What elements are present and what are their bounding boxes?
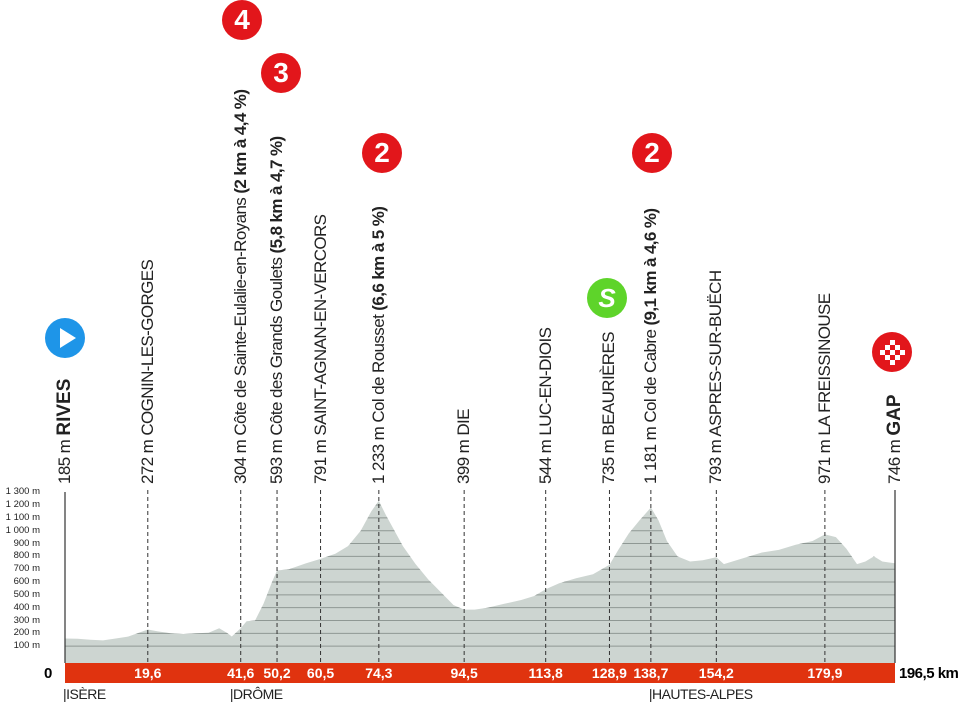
- altitude: 746 m: [885, 439, 904, 484]
- location-label: 746 m GAP: [884, 394, 905, 484]
- location-name: Côte des Grands Goulets: [267, 257, 287, 436]
- km-label: 113,8: [528, 665, 563, 681]
- location-label: 1 181 m Col de Cabre (9,1 km à 4,6 %): [641, 209, 661, 484]
- y-tick-label: 600 m: [13, 576, 40, 588]
- location-name: Côte de Sainte-Eulalie-en-Royans: [230, 197, 250, 436]
- y-tick-label: 1 000 m: [5, 524, 40, 536]
- location-name: ASPRES-SUR-BUËCH: [706, 270, 726, 437]
- location-name: Col de Cabre: [640, 329, 660, 423]
- altitude: 272 m: [137, 439, 157, 484]
- altitude: 304 m: [230, 439, 250, 484]
- location-name: RIVES: [54, 378, 75, 436]
- start-icon: [45, 318, 85, 358]
- y-tick-label: 200 m: [13, 627, 40, 639]
- y-tick-label: 300 m: [13, 614, 40, 626]
- altitude: 1 181 m: [640, 426, 660, 484]
- location-label: 735 m BEAURIÈRES: [599, 332, 619, 484]
- location-name: GAP: [884, 394, 905, 436]
- altitude: 793 m: [706, 439, 726, 484]
- sprint-icon: S: [587, 278, 627, 318]
- region-label: |ISÈRE: [63, 686, 106, 702]
- finish-flag-icon: [872, 332, 912, 372]
- y-tick-label: 500 m: [13, 588, 40, 600]
- total-distance-label: 196,5 km: [899, 665, 959, 682]
- y-tick-label: 700 m: [13, 563, 40, 575]
- location-label: 793 m ASPRES-SUR-BUËCH: [706, 270, 726, 484]
- y-tick-label: 1 200 m: [5, 499, 40, 511]
- distance-bar: [65, 663, 895, 683]
- altitude: 735 m: [599, 439, 619, 484]
- altitude: 971 m: [814, 439, 834, 484]
- location-label: 185 m RIVES: [54, 378, 75, 484]
- km-label: 154,2: [698, 665, 734, 681]
- location-name: LA FREISSINOUSE: [814, 293, 834, 436]
- region-label: |DRÔME: [229, 686, 283, 702]
- y-tick-label: 1 300 m: [5, 486, 40, 498]
- location-name: COGNIN-LES-GORGES: [137, 259, 157, 436]
- climb-category-badge: 4: [222, 0, 262, 40]
- km-label: 74,3: [365, 665, 393, 681]
- sprint-icon-text: S: [598, 283, 616, 313]
- km-label: 94,5: [450, 665, 478, 681]
- km-label: 41,6: [227, 665, 255, 681]
- y-tick-label: 900 m: [13, 537, 40, 549]
- location-label: 399 m DIE: [454, 409, 474, 484]
- climb-category-badge: 2: [632, 133, 672, 173]
- location-label: 971 m LA FREISSINOUSE: [815, 293, 835, 484]
- location-label: 304 m Côte de Sainte-Eulalie-en-Royans (…: [231, 90, 251, 484]
- climb-detail: (6,6 km à 5 %): [368, 206, 388, 311]
- zero-label: 0: [44, 665, 53, 682]
- km-label: 179,9: [807, 665, 843, 681]
- climb-category-badge: 2: [362, 133, 402, 173]
- climb-category-badge: 3: [261, 53, 301, 93]
- altitude: 399 m: [454, 439, 474, 484]
- y-tick-label: 400 m: [13, 601, 40, 613]
- location-label: 544 m LUC-EN-DIOIS: [536, 328, 556, 484]
- km-label: 50,2: [263, 665, 291, 681]
- location-label: 272 m COGNIN-LES-GORGES: [138, 260, 158, 484]
- km-label: 128,9: [591, 665, 627, 681]
- km-label: 19,6: [134, 665, 162, 681]
- climb-detail: (9,1 km à 4,6 %): [640, 208, 660, 326]
- location-label: 791 m SAINT-AGNAN-EN-VERCORS: [311, 215, 331, 484]
- location-name: LUC-EN-DIOIS: [535, 327, 555, 436]
- altitude: 185 m: [55, 439, 74, 484]
- location-name: DIE: [454, 409, 474, 436]
- elevation-area: [65, 500, 895, 663]
- location-name: Col de Rousset: [368, 314, 388, 423]
- altitude: 593 m: [267, 439, 287, 484]
- region-label: |HAUTES-ALPES: [648, 686, 753, 702]
- climb-detail: (5,8 km à 4,7 %): [267, 136, 287, 254]
- climb-detail: (2 km à 4,4 %): [230, 89, 250, 194]
- km-label: 138,7: [633, 665, 669, 681]
- altitude: 544 m: [535, 439, 555, 484]
- altitude: 1 233 m: [368, 426, 388, 484]
- location-label: 593 m Côte des Grands Goulets (5,8 km à …: [267, 136, 287, 484]
- location-name: SAINT-AGNAN-EN-VERCORS: [310, 214, 330, 436]
- y-tick-label: 100 m: [13, 640, 40, 652]
- y-tick-label: 1 100 m: [5, 511, 40, 523]
- km-label: 60,5: [306, 665, 335, 681]
- location-name: BEAURIÈRES: [599, 332, 619, 436]
- y-tick-label: 800 m: [13, 550, 40, 562]
- altitude: 791 m: [310, 439, 330, 484]
- location-label: 1 233 m Col de Rousset (6,6 km à 5 %): [369, 207, 389, 484]
